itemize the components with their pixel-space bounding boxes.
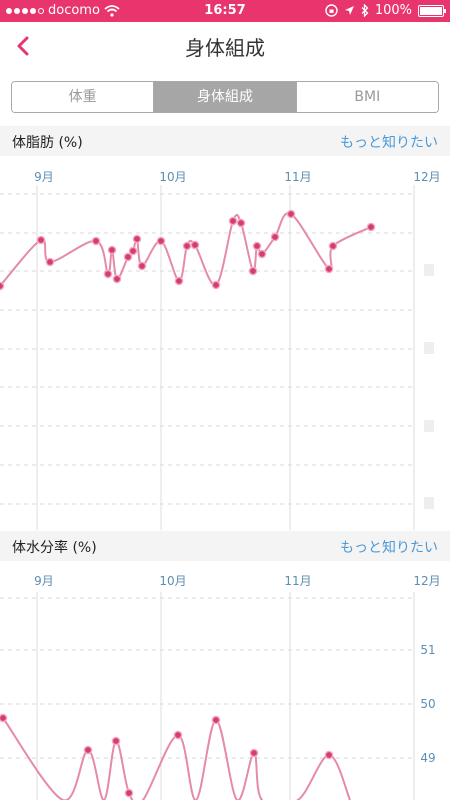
x-tick-label: 12月 bbox=[413, 170, 440, 184]
data-point bbox=[366, 222, 376, 232]
data-point bbox=[248, 266, 258, 276]
data-point bbox=[174, 276, 184, 286]
x-tick-label: 9月 bbox=[34, 574, 54, 588]
section-title-body-fat: 体脂肪 (%) bbox=[12, 135, 83, 151]
tab-bmi[interactable]: BMI bbox=[296, 82, 438, 112]
data-point bbox=[190, 240, 200, 250]
x-tick-label: 12月 bbox=[413, 574, 440, 588]
data-point bbox=[112, 274, 122, 284]
carrier-name: docomo bbox=[48, 3, 100, 18]
body-fat-chart: 9月 10月 11月 12月 bbox=[0, 170, 441, 530]
page-title: 身体組成 bbox=[185, 36, 265, 60]
x-tick-label: 9月 bbox=[34, 170, 54, 184]
learn-more-link-body-water[interactable]: もっと知りたい bbox=[340, 540, 438, 556]
location-icon bbox=[344, 6, 354, 15]
y-tick-label: 50 bbox=[420, 697, 435, 711]
data-point bbox=[156, 236, 166, 246]
x-tick-label: 10月 bbox=[159, 170, 186, 184]
data-point bbox=[124, 788, 134, 798]
data-point bbox=[91, 236, 101, 246]
tab-body-composition[interactable]: 身体組成 bbox=[154, 82, 297, 112]
section-header-body-water: 体水分率 (%) もっと知りたい bbox=[0, 531, 450, 561]
battery-percent: 100% bbox=[374, 3, 412, 18]
signal-icon bbox=[6, 7, 44, 14]
y-axis-marker bbox=[424, 420, 434, 432]
back-button[interactable] bbox=[8, 30, 40, 62]
section-header-body-fat: 体脂肪 (%) もっと知りたい bbox=[0, 126, 450, 156]
data-point bbox=[328, 241, 338, 251]
chevron-left-icon bbox=[17, 36, 29, 56]
data-point bbox=[236, 218, 246, 228]
data-point bbox=[286, 209, 296, 219]
data-point bbox=[252, 241, 262, 251]
carrier-info: docomo bbox=[6, 3, 120, 18]
y-tick-label: 49 bbox=[420, 751, 435, 765]
data-point bbox=[249, 748, 259, 758]
section-title-body-water: 体水分率 (%) bbox=[12, 540, 97, 556]
data-point bbox=[211, 715, 221, 725]
x-tick-label: 10月 bbox=[159, 574, 186, 588]
data-point bbox=[182, 241, 192, 251]
data-point bbox=[137, 261, 147, 271]
y-axis-marker bbox=[424, 497, 434, 509]
data-point bbox=[45, 257, 55, 267]
data-point bbox=[111, 736, 121, 746]
status-bar: docomo 16:57 100% bbox=[0, 0, 450, 22]
data-point bbox=[107, 245, 117, 255]
tab-weight[interactable]: 体重 bbox=[12, 82, 155, 112]
nav-bar: 身体組成 bbox=[0, 22, 450, 70]
data-point bbox=[36, 235, 46, 245]
data-point bbox=[103, 269, 113, 279]
x-tick-label: 11月 bbox=[284, 574, 311, 588]
data-point bbox=[211, 280, 221, 290]
wifi-icon bbox=[104, 4, 120, 17]
y-axis-marker bbox=[424, 342, 434, 354]
segmented-control: 体重 身体組成 BMI bbox=[11, 81, 439, 113]
y-tick-label: 51 bbox=[420, 643, 435, 657]
data-point bbox=[0, 281, 5, 291]
x-tick-label: 11月 bbox=[284, 170, 311, 184]
data-point bbox=[257, 249, 267, 259]
y-axis-marker bbox=[424, 264, 434, 276]
data-point bbox=[270, 232, 280, 242]
data-point bbox=[132, 234, 142, 244]
data-point bbox=[0, 713, 8, 723]
data-point bbox=[228, 216, 238, 226]
battery-icon bbox=[418, 4, 446, 17]
data-point bbox=[324, 750, 334, 760]
body-water-chart: 9月 10月 11月 12月 51 50 49 bbox=[0, 574, 441, 800]
status-time: 16:57 bbox=[204, 3, 246, 18]
rotation-lock-icon bbox=[325, 4, 338, 17]
data-point bbox=[83, 745, 93, 755]
data-line bbox=[2, 717, 351, 800]
status-indicators: 100% bbox=[325, 3, 446, 18]
learn-more-link-body-fat[interactable]: もっと知りたい bbox=[340, 135, 438, 151]
data-point bbox=[173, 730, 183, 740]
bluetooth-icon bbox=[361, 4, 369, 17]
data-point bbox=[324, 264, 334, 274]
data-point bbox=[128, 246, 138, 256]
data-point bbox=[123, 252, 133, 262]
